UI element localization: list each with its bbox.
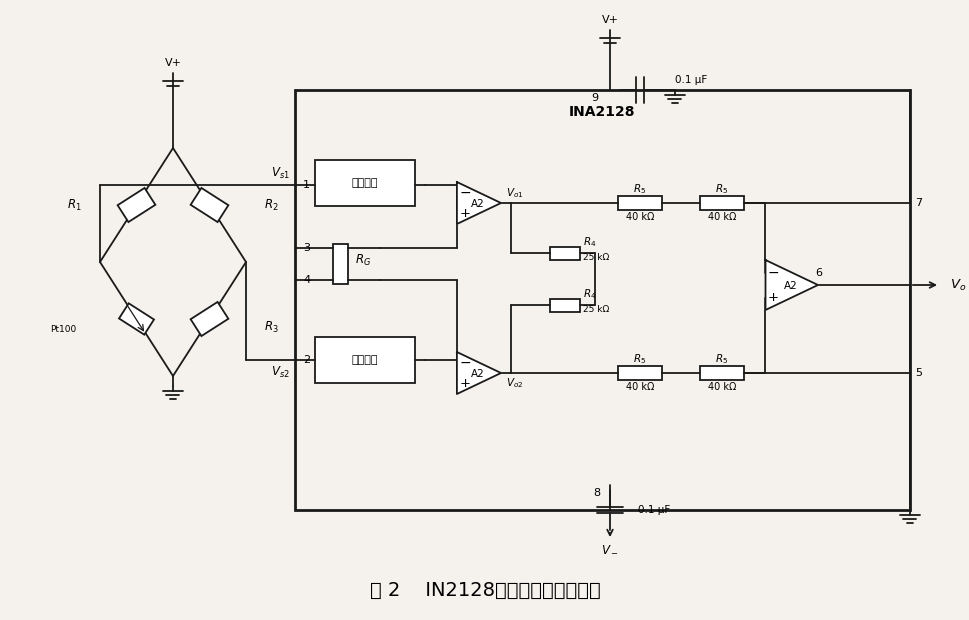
Polygon shape	[191, 188, 228, 222]
Bar	[549, 299, 579, 312]
Text: $R_5$: $R_5$	[633, 182, 646, 196]
Text: $V_{s1}$: $V_{s1}$	[271, 166, 290, 180]
Bar	[617, 366, 661, 380]
Text: V+: V+	[165, 58, 181, 68]
Text: 0.1 μF: 0.1 μF	[638, 505, 670, 515]
Text: 2: 2	[302, 355, 310, 365]
Text: 40 kΩ: 40 kΩ	[625, 382, 653, 392]
Text: 7: 7	[914, 198, 922, 208]
Text: V+: V+	[601, 15, 618, 25]
Text: 40 kΩ: 40 kΩ	[707, 212, 735, 222]
Text: +: +	[459, 377, 470, 390]
Text: A2: A2	[471, 369, 484, 379]
Text: 8: 8	[592, 488, 600, 498]
Text: $R_5$: $R_5$	[715, 182, 728, 196]
Text: −: −	[766, 265, 778, 280]
Text: +: +	[459, 207, 470, 220]
Text: 25 kΩ: 25 kΩ	[582, 252, 609, 262]
Text: A2: A2	[471, 199, 484, 209]
Text: Pt100: Pt100	[49, 324, 76, 334]
Text: −: −	[458, 185, 470, 200]
Text: 图 2    IN2128基本连接及增益设定: 图 2 IN2128基本连接及增益设定	[369, 580, 600, 600]
Text: 25 kΩ: 25 kΩ	[582, 304, 609, 314]
Text: 5: 5	[914, 368, 922, 378]
Polygon shape	[191, 302, 228, 336]
Text: +: +	[767, 291, 778, 304]
Text: A2: A2	[783, 281, 797, 291]
Text: $R_4$: $R_4$	[582, 287, 596, 301]
Text: $R_5$: $R_5$	[715, 352, 728, 366]
Polygon shape	[456, 182, 500, 224]
Bar	[315, 160, 415, 206]
Text: 9: 9	[590, 93, 597, 103]
Text: 40 kΩ: 40 kΩ	[625, 212, 653, 222]
Text: 3: 3	[302, 243, 310, 253]
Polygon shape	[765, 260, 817, 310]
Bar	[549, 247, 579, 260]
Text: $R_5$: $R_5$	[633, 352, 646, 366]
Bar	[700, 196, 743, 210]
Text: $R_2$: $R_2$	[264, 197, 278, 213]
Text: 40 kΩ: 40 kΩ	[707, 382, 735, 392]
Bar	[315, 337, 415, 383]
Polygon shape	[117, 188, 155, 222]
Text: 0.1 μF: 0.1 μF	[674, 75, 706, 85]
Polygon shape	[456, 352, 500, 394]
Polygon shape	[119, 303, 154, 335]
Text: 过压保护: 过压保护	[352, 355, 378, 365]
Text: 1: 1	[302, 180, 310, 190]
Bar	[700, 366, 743, 380]
Bar	[617, 196, 661, 210]
Bar	[295, 90, 909, 510]
Text: −: −	[458, 355, 470, 370]
Text: INA2128: INA2128	[568, 105, 635, 119]
Text: $R_1$: $R_1$	[67, 197, 82, 213]
Text: $V_{o2}$: $V_{o2}$	[506, 376, 523, 390]
Text: $V_{s2}$: $V_{s2}$	[271, 365, 290, 379]
Text: $V_-$: $V_-$	[601, 541, 618, 554]
Text: 6: 6	[814, 268, 821, 278]
Text: $R_3$: $R_3$	[264, 319, 278, 335]
Text: $R_4$: $R_4$	[582, 235, 596, 249]
Bar	[332, 244, 348, 284]
Text: $V_o$: $V_o$	[949, 278, 965, 293]
Text: 过压保护: 过压保护	[352, 178, 378, 188]
Text: 4: 4	[302, 275, 310, 285]
Text: $R_G$: $R_G$	[355, 252, 371, 268]
Text: $V_{o1}$: $V_{o1}$	[506, 186, 523, 200]
